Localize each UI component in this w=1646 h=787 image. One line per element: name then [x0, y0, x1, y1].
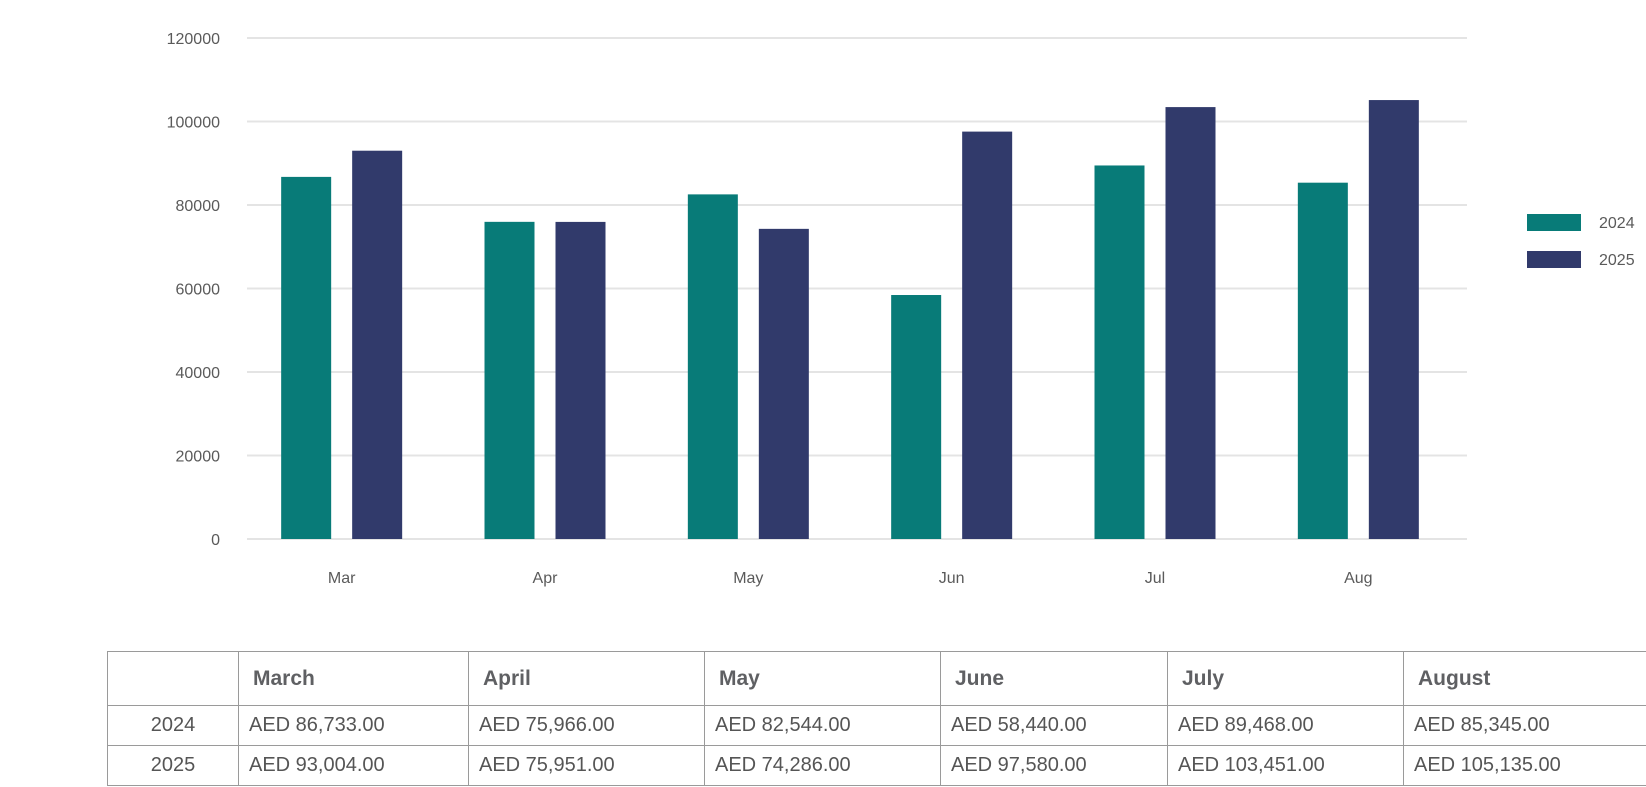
bar-2025-aug — [1368, 100, 1419, 540]
x-tick-label: Jul — [1145, 570, 1165, 587]
table-header-cell: March — [238, 651, 469, 706]
table-cell: AED 85,345.00 — [1403, 705, 1646, 746]
x-tick-label: Aug — [1344, 570, 1372, 587]
data-table-container: March April May June July August 2024 AE… — [107, 651, 1646, 786]
x-axis: Mar Apr May Jun Jul Aug — [328, 570, 1373, 587]
legend-label: 2024 — [1599, 215, 1635, 232]
bar-2024-jul — [1094, 165, 1145, 539]
table-cell: AED 86,733.00 — [238, 705, 469, 746]
x-tick-label: Jun — [939, 570, 965, 587]
table-cell: AED 58,440.00 — [940, 705, 1168, 746]
table-header-cell: August — [1403, 651, 1646, 706]
bar-2025-jun — [962, 131, 1013, 539]
table-cell: AED 93,004.00 — [238, 745, 469, 786]
table-row: 2024 AED 86,733.00 AED 75,966.00 AED 82,… — [107, 705, 1646, 746]
grid-lines — [247, 37, 1467, 540]
y-tick-label: 60000 — [176, 282, 221, 299]
legend-label: 2025 — [1599, 252, 1635, 269]
y-tick-label: 80000 — [176, 198, 221, 215]
bar-2024-apr — [484, 221, 535, 539]
y-tick-label: 40000 — [176, 365, 221, 382]
bar-2024-jun — [891, 295, 942, 539]
bar-chart: 0 20000 40000 60000 80000 100000 120000 Mar Apr… — [167, 31, 1635, 587]
table-header-cell — [107, 651, 239, 706]
table-header-cell: May — [704, 651, 941, 706]
bar-2025-jul — [1165, 107, 1216, 539]
bar-2024-aug — [1297, 182, 1348, 539]
table-cell: AED 89,468.00 — [1167, 705, 1404, 746]
bar-2024-mar — [281, 176, 332, 540]
legend: 2024 2025 — [1527, 214, 1635, 269]
table-cell: AED 75,951.00 — [468, 745, 705, 786]
table-cell: AED 103,451.00 — [1167, 745, 1404, 786]
y-tick-label: 120000 — [167, 31, 220, 48]
y-tick-label: 0 — [211, 532, 220, 549]
legend-swatch — [1527, 214, 1581, 231]
bar-2024-may — [687, 194, 738, 540]
y-axis: 0 20000 40000 60000 80000 100000 120000 — [167, 31, 220, 549]
table-cell: AED 75,966.00 — [468, 705, 705, 746]
data-table: March April May June July August 2024 AE… — [107, 651, 1646, 786]
table-cell: AED 74,286.00 — [704, 745, 941, 786]
y-tick-label: 20000 — [176, 449, 221, 466]
legend-swatch — [1527, 251, 1581, 268]
table-header-cell: June — [940, 651, 1168, 706]
y-tick-label: 100000 — [167, 115, 220, 132]
bar-2025-apr — [555, 221, 606, 539]
row-label: 2025 — [107, 745, 239, 786]
bars — [281, 100, 1419, 540]
table-row: 2025 AED 93,004.00 AED 75,951.00 AED 74,… — [107, 745, 1646, 786]
table-header-cell: July — [1167, 651, 1404, 706]
x-tick-label: May — [733, 570, 763, 587]
row-label: 2024 — [107, 705, 239, 746]
bar-2025-mar — [352, 150, 403, 539]
table-cell: AED 105,135.00 — [1403, 745, 1646, 786]
table-cell: AED 97,580.00 — [940, 745, 1168, 786]
table-cell: AED 82,544.00 — [704, 705, 941, 746]
table-header-row: March April May June July August — [107, 651, 1646, 706]
x-tick-label: Mar — [328, 570, 356, 587]
x-tick-label: Apr — [533, 570, 559, 587]
table-header-cell: April — [468, 651, 705, 706]
bar-2025-may — [758, 228, 809, 539]
